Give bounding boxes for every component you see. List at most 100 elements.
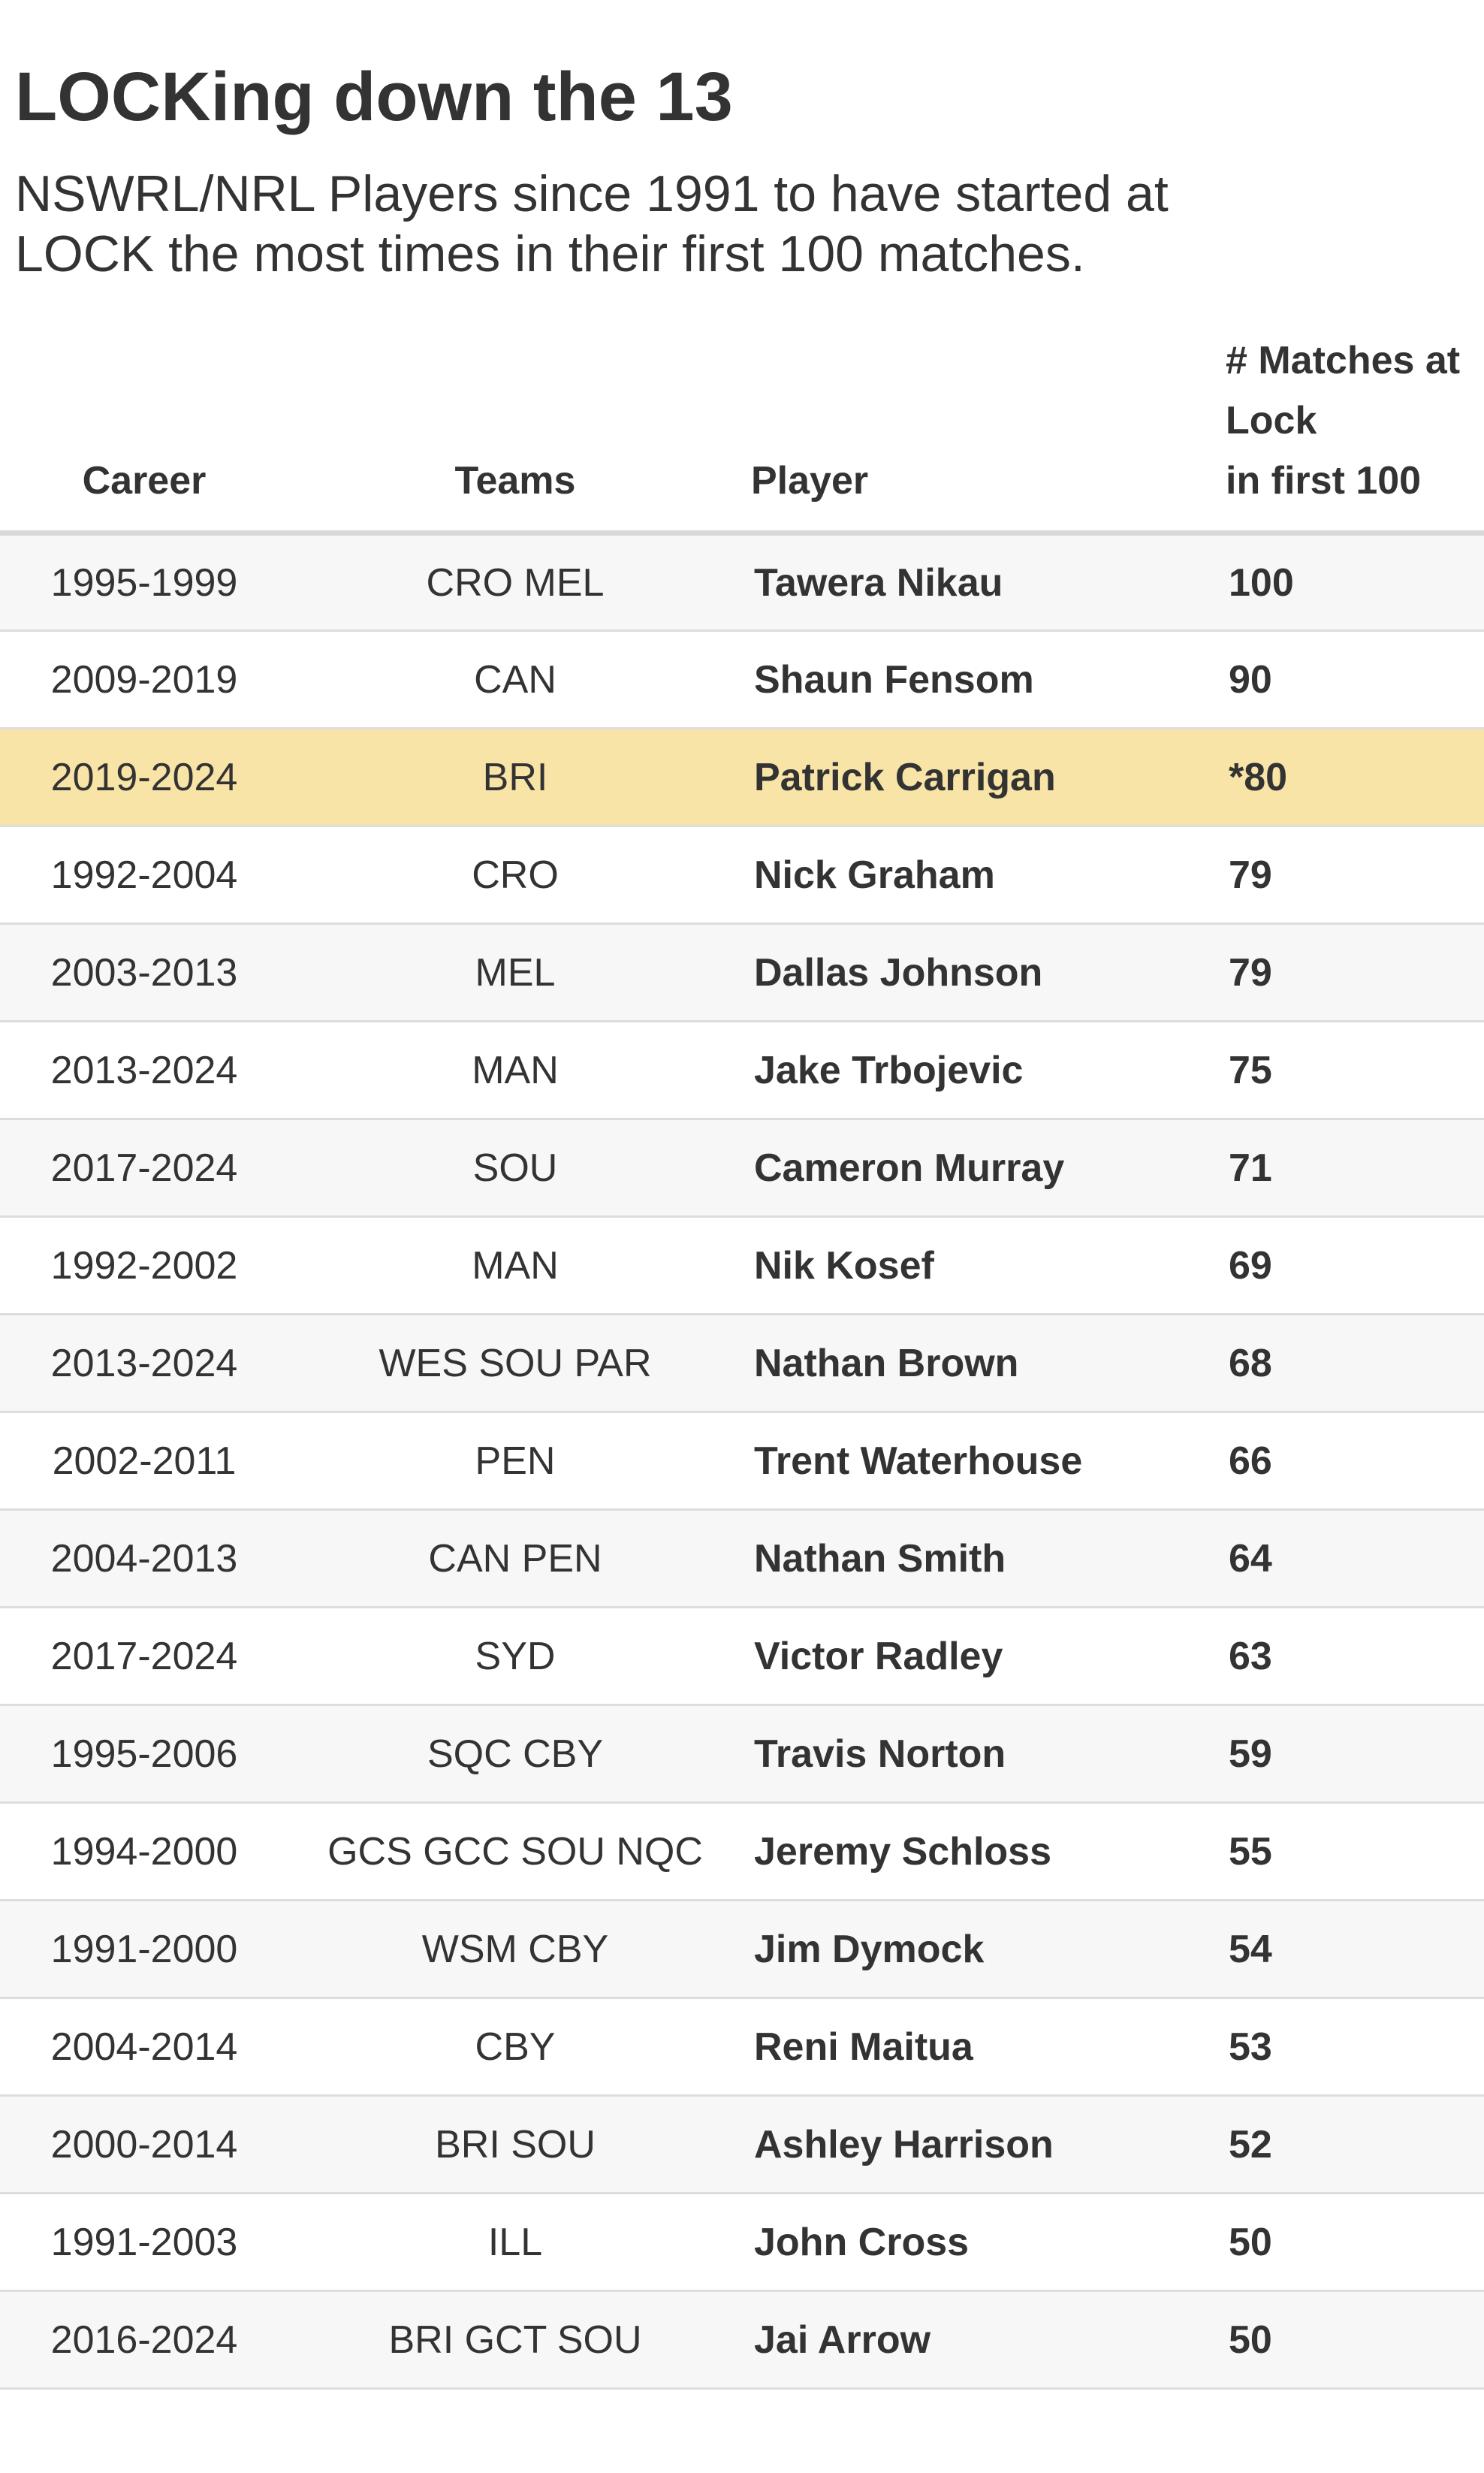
cell-player: Trent Waterhouse (742, 1412, 1215, 1511)
cell-teams: MAN (288, 1216, 742, 1315)
players-table: Career Teams Player # Matches at Lock in… (0, 331, 1484, 2390)
cell-matches-at-lock: 53 (1215, 1997, 1484, 2097)
table-body: 1995-1999 CRO MEL Tawera Nikau 100 2009-2019… (0, 533, 1484, 2390)
cell-matches-at-lock: 50 (1215, 2193, 1484, 2292)
cell-player: Nathan Brown (742, 1314, 1215, 1413)
cell-matches-at-lock: 54 (1215, 1900, 1484, 1999)
cell-career: 2017-2024 (0, 1607, 288, 1706)
cell-player: Reni Maitua (742, 1997, 1215, 2097)
cell-matches-at-lock: 59 (1215, 1705, 1484, 1804)
cell-career: 1994-2000 (0, 1802, 288, 1901)
cell-teams: WSM CBY (288, 1900, 742, 1999)
cell-teams: GCS GCC SOU NQC (288, 1802, 742, 1901)
table-row: 2000-2014 BRI SOU Ashley Harrison 52 (0, 2095, 1484, 2194)
cell-teams: PEN (288, 1412, 742, 1511)
cell-player: Nik Kosef (742, 1216, 1215, 1315)
cell-matches-at-lock: 90 (1215, 630, 1484, 729)
cell-matches-at-lock: 71 (1215, 1119, 1484, 1218)
table-row: 2004-2013 CAN PEN Nathan Smith 64 (0, 1509, 1484, 1608)
cell-matches-at-lock: 79 (1215, 923, 1484, 1022)
cell-career: 2004-2014 (0, 1997, 288, 2097)
cell-player: Dallas Johnson (742, 923, 1215, 1022)
cell-teams: WES SOU PAR (288, 1314, 742, 1413)
cell-teams: BRI GCT SOU (288, 2290, 742, 2390)
cell-teams: CRO MEL (288, 533, 742, 632)
cell-player: Nick Graham (742, 826, 1215, 925)
cell-teams: BRI SOU (288, 2095, 742, 2194)
cell-player: Victor Radley (742, 1607, 1215, 1706)
cell-career: 2019-2024 (0, 728, 288, 827)
table-row: 2009-2019 CAN Shaun Fensom 90 (0, 630, 1484, 729)
cell-career: 2003-2013 (0, 923, 288, 1022)
cell-career: 2016-2024 (0, 2290, 288, 2390)
table-row: 2017-2024 SYD Victor Radley 63 (0, 1607, 1484, 1706)
table-row: 2002-2011 PEN Trent Waterhouse 66 (0, 1412, 1484, 1511)
cell-teams: MAN (288, 1021, 742, 1120)
cell-matches-at-lock: 50 (1215, 2290, 1484, 2390)
cell-matches-at-lock: 66 (1215, 1412, 1484, 1511)
page-subtitle: NSWRL/NRL Players since 1991 to have sta… (15, 165, 1169, 282)
table-row: 2003-2013 MEL Dallas Johnson 79 (0, 923, 1484, 1022)
cell-career: 2013-2024 (0, 1314, 288, 1413)
table-header: Career Teams Player # Matches at Lock in… (0, 331, 1484, 536)
cell-matches-at-lock: *80 (1215, 728, 1484, 827)
cell-player: Jake Trbojevic (742, 1021, 1215, 1120)
cell-matches-at-lock: 63 (1215, 1607, 1484, 1706)
cell-teams: ILL (288, 2193, 742, 2292)
cell-matches-at-lock: 64 (1215, 1509, 1484, 1608)
cell-player: Tawera Nikau (742, 533, 1215, 632)
cell-career: 2009-2019 (0, 630, 288, 729)
cell-matches-at-lock: 68 (1215, 1314, 1484, 1413)
table-row-highlighted: 2019-2024 BRI Patrick Carrigan *80 (0, 728, 1484, 827)
cell-teams: MEL (288, 923, 742, 1022)
table-row: 1991-2000 WSM CBY Jim Dymock 54 (0, 1900, 1484, 1999)
cell-career: 1995-2006 (0, 1705, 288, 1804)
cell-matches-at-lock: 55 (1215, 1802, 1484, 1901)
column-header-matches-at-lock[interactable]: # Matches at Lock in first 100 (1215, 331, 1484, 536)
cell-matches-at-lock: 75 (1215, 1021, 1484, 1120)
cell-player: Jeremy Schloss (742, 1802, 1215, 1901)
cell-player: Nathan Smith (742, 1509, 1215, 1608)
table-row: 1995-1999 CRO MEL Tawera Nikau 100 (0, 533, 1484, 632)
cell-teams: SQC CBY (288, 1705, 742, 1804)
cell-career: 2002-2011 (0, 1412, 288, 1511)
cell-player: Cameron Murray (742, 1119, 1215, 1218)
table-row: 2016-2024 BRI GCT SOU Jai Arrow 50 (0, 2290, 1484, 2390)
cell-player: Jai Arrow (742, 2290, 1215, 2390)
cell-matches-at-lock: 69 (1215, 1216, 1484, 1315)
table-row: 1995-2006 SQC CBY Travis Norton 59 (0, 1705, 1484, 1804)
cell-player: Jim Dymock (742, 1900, 1215, 1999)
column-header-career[interactable]: Career (0, 331, 288, 536)
table-row: 2013-2024 WES SOU PAR Nathan Brown 68 (0, 1314, 1484, 1413)
cell-teams: CAN PEN (288, 1509, 742, 1608)
table-row: 2004-2014 CBY Reni Maitua 53 (0, 1997, 1484, 2097)
table-row: 1994-2000 GCS GCC SOU NQC Jeremy Schloss 55 (0, 1802, 1484, 1901)
cell-teams: CAN (288, 630, 742, 729)
cell-career: 2013-2024 (0, 1021, 288, 1120)
cell-player: John Cross (742, 2193, 1215, 2292)
cell-career: 1992-2002 (0, 1216, 288, 1315)
cell-matches-at-lock: 52 (1215, 2095, 1484, 2194)
cell-career: 1991-2003 (0, 2193, 288, 2292)
table-row: 1992-2004 CRO Nick Graham 79 (0, 826, 1484, 925)
cell-teams: BRI (288, 728, 742, 827)
cell-player: Travis Norton (742, 1705, 1215, 1804)
cell-teams: CRO (288, 826, 742, 925)
cell-teams: CBY (288, 1997, 742, 2097)
table-row: 2017-2024 SOU Cameron Murray 71 (0, 1119, 1484, 1218)
cell-career: 1992-2004 (0, 826, 288, 925)
cell-teams: SOU (288, 1119, 742, 1218)
cell-career: 2017-2024 (0, 1119, 288, 1218)
cell-career: 1995-1999 (0, 533, 288, 632)
cell-matches-at-lock: 79 (1215, 826, 1484, 925)
column-header-player[interactable]: Player (742, 331, 1215, 536)
cell-career: 1991-2000 (0, 1900, 288, 1999)
cell-matches-at-lock: 100 (1215, 533, 1484, 632)
cell-player: Ashley Harrison (742, 2095, 1215, 2194)
table-row: 1992-2002 MAN Nik Kosef 69 (0, 1216, 1484, 1315)
cell-teams: SYD (288, 1607, 742, 1706)
cell-career: 2000-2014 (0, 2095, 288, 2194)
column-header-teams[interactable]: Teams (288, 331, 742, 536)
table-header-row: Career Teams Player # Matches at Lock in… (0, 331, 1484, 536)
cell-player: Shaun Fensom (742, 630, 1215, 729)
